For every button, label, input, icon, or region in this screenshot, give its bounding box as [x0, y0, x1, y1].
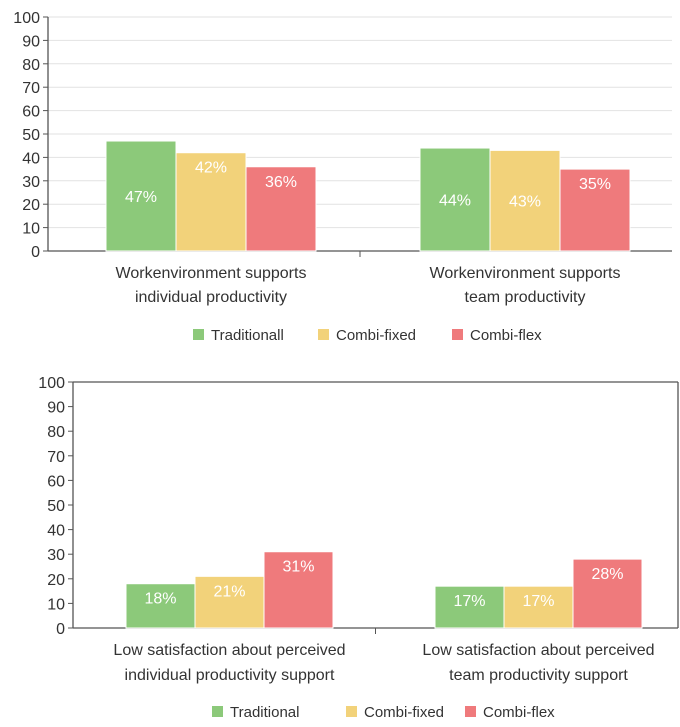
x-category-label: individual productivity support	[125, 667, 335, 684]
legend-swatch	[452, 329, 463, 340]
x-category-label: team productivity	[465, 289, 586, 306]
x-category-label: Workenvironment supports	[116, 265, 307, 282]
bar	[419, 147, 491, 252]
bar-value-label: 21%	[213, 583, 245, 600]
bar-value-label: 28%	[591, 566, 623, 583]
y-tick-label: 90	[22, 33, 40, 50]
bar	[263, 551, 334, 629]
legend-label: Traditional	[230, 704, 299, 721]
bar	[194, 575, 265, 629]
y-tick-label: 80	[22, 57, 40, 74]
bar-value-label: 47%	[125, 189, 157, 206]
x-category-label: Low satisfaction about perceived	[422, 642, 654, 659]
bar-value-label: 36%	[265, 174, 297, 191]
y-tick-label: 50	[47, 498, 65, 515]
bar	[572, 558, 643, 629]
bar	[105, 140, 177, 252]
legend-label: Combi-fixed	[336, 327, 416, 344]
legend-label: Combi-flex	[483, 704, 555, 721]
y-tick-label: 40	[22, 150, 40, 167]
chart-low-satisfaction: 0 10 20 30 40 50 60 70 80 90 100 18% 21% 31% Low satis…	[38, 375, 679, 721]
bar-value-label: 17%	[453, 593, 485, 610]
legend-swatch	[318, 329, 329, 340]
y-tick-label: 70	[47, 449, 65, 466]
bar	[434, 585, 505, 629]
x-category-label: Workenvironment supports	[430, 265, 621, 282]
y-tick-label: 10	[47, 596, 65, 613]
bar-value-label: 31%	[282, 559, 314, 576]
bar-value-label: 44%	[439, 192, 471, 209]
bar-value-label: 35%	[579, 176, 611, 193]
x-category-label: Low satisfaction about perceived	[113, 642, 345, 659]
y-tick-label: 0	[56, 621, 65, 638]
legend-label: Combi-flex	[470, 327, 542, 344]
bar-value-label: 17%	[522, 593, 554, 610]
legend-swatch	[193, 329, 204, 340]
x-category-label: individual productivity	[135, 289, 287, 306]
bar	[125, 583, 196, 629]
y-tick-label: 60	[47, 473, 65, 490]
y-tick-label: 80	[47, 424, 65, 441]
y-tick-label: 70	[22, 80, 40, 97]
y-tick-label: 30	[47, 547, 65, 564]
y-tick-label: 10	[22, 221, 40, 238]
y-tick-label: 60	[22, 104, 40, 121]
y-tick-label: 30	[22, 174, 40, 191]
y-tick-label: 20	[47, 572, 65, 589]
bar	[245, 166, 317, 252]
bar-value-label: 43%	[509, 194, 541, 211]
y-tick-label: 100	[13, 10, 40, 27]
legend-swatch	[465, 706, 476, 717]
bar	[559, 168, 631, 252]
legend-label: Combi-fixed	[364, 704, 444, 721]
y-tick-label: 0	[31, 244, 40, 261]
y-tick-label: 40	[47, 523, 65, 540]
y-tick-label: 90	[47, 400, 65, 417]
y-tick-label: 50	[22, 127, 40, 144]
y-tick-label: 100	[38, 375, 65, 392]
bar	[175, 152, 247, 252]
legend-label: Traditionall	[211, 327, 284, 344]
y-tick-label: 20	[22, 197, 40, 214]
bar-value-label: 18%	[144, 591, 176, 608]
chart-workenvironment-productivity: 0 10 20 30 40 50 60 70 80 90 100 47% 42% 36% Workenvir…	[13, 10, 672, 344]
x-category-label: team productivity support	[449, 667, 628, 684]
legend-swatch	[346, 706, 357, 717]
bar	[503, 585, 574, 629]
legend-swatch	[212, 706, 223, 717]
bar-value-label: 42%	[195, 160, 227, 177]
